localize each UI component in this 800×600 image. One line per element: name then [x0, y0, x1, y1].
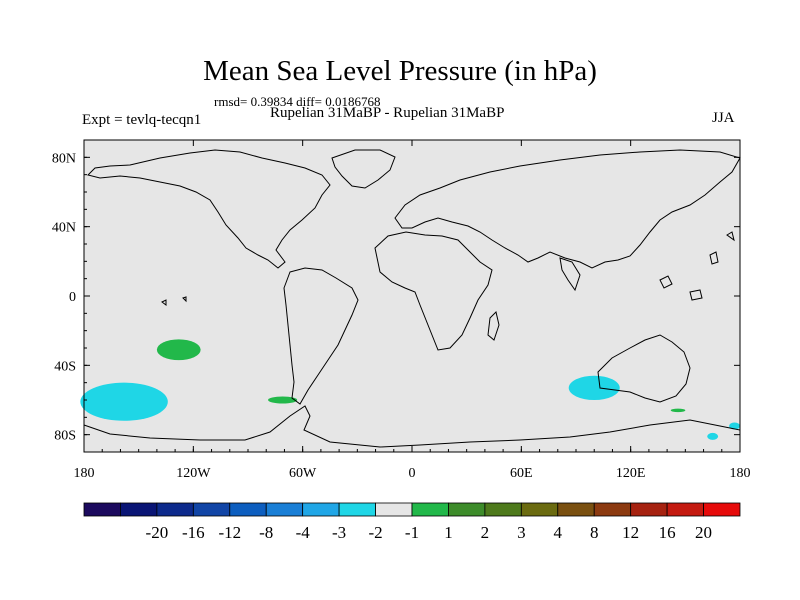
y-tick-label: 80S: [54, 429, 76, 444]
coastline-south-america: [283, 267, 359, 405]
colorbar-label: -20: [146, 523, 169, 542]
colorbar-label: -2: [368, 523, 382, 542]
coastline-africa: [374, 231, 493, 351]
colorbar-label: -4: [296, 523, 311, 542]
y-tick-label: 0: [69, 290, 76, 305]
colorbar-label: 20: [695, 523, 712, 542]
coastline-islands: [161, 231, 735, 306]
colorbar-label: -3: [332, 523, 346, 542]
colorbar-swatch-15: [593, 502, 632, 517]
experiment-label: Expt = tevlq-tecqn1: [82, 112, 202, 128]
colorbar-label: 12: [622, 523, 639, 542]
plot-background: [84, 140, 740, 452]
y-tick-label: 80N: [52, 151, 76, 166]
anomaly-region-6: [707, 432, 719, 440]
colorbar-swatch-1: [83, 502, 121, 517]
coastline-madagascar: [487, 311, 500, 341]
colorbar-swatch-17: [666, 502, 704, 517]
x-tick-label: 0: [409, 466, 416, 481]
colorbar-swatch-8: [338, 502, 376, 517]
colorbar-swatch-3: [156, 502, 194, 517]
anomaly-region-7: [729, 422, 740, 430]
anomaly-region-2: [568, 375, 620, 400]
coastline-antarctica: [83, 405, 741, 453]
coastline-india: [559, 257, 581, 292]
anomaly-region-1: [80, 382, 168, 421]
season-label: JJA: [712, 110, 735, 126]
colorbar-label: -12: [218, 523, 241, 542]
colorbar-swatch-5: [229, 502, 267, 517]
colorbar-label: 1: [444, 523, 453, 542]
anomaly-region-4: [268, 396, 298, 404]
coastline-eurasia: [394, 149, 741, 269]
colorbar-label: -8: [259, 523, 273, 542]
colorbar-label: 4: [554, 523, 563, 542]
colorbar-label: -1: [405, 523, 419, 542]
colorbar-swatch-6: [265, 502, 304, 517]
colorbar-label: -16: [182, 523, 205, 542]
coastline-australia: [597, 334, 691, 403]
chart-subtitle: Rupelian 31MaBP - Rupelian 31MaBP: [270, 105, 505, 121]
colorbar-swatch-9: [375, 502, 413, 517]
anomaly-region-5: [670, 408, 686, 413]
x-tick-label: 180: [730, 466, 751, 481]
axes: 180 120W 60W 0 60E 120E 180 80N 40N 0 40S 80S: [52, 139, 751, 481]
colorbar-swatch-14: [557, 502, 595, 517]
colorbar-swatch-12: [484, 502, 522, 517]
colorbar-label: 2: [481, 523, 490, 542]
y-tick-label: 40N: [52, 221, 76, 236]
y-tick-label: 40S: [54, 359, 76, 374]
x-tick-label: 60E: [510, 466, 533, 481]
chart-title: Mean Sea Level Pressure (in hPa): [203, 55, 597, 87]
colorbar-label: 16: [659, 523, 676, 542]
colorbar-label: 3: [517, 523, 526, 542]
colorbar-label: 8: [590, 523, 599, 542]
colorbar-swatch-16: [630, 502, 668, 517]
x-tick-label: 120E: [616, 466, 646, 481]
coastline-greenland: [331, 149, 396, 189]
stats-line: rmsd= 0.39834 diff= 0.0186768: [214, 94, 381, 109]
x-tick-label: 180: [74, 466, 95, 481]
colorbar-swatch-18: [703, 502, 741, 517]
colorbar-swatch-11: [448, 502, 486, 517]
colorbar-swatch-4: [192, 502, 231, 517]
anomaly-layer: [80, 339, 740, 440]
colorbar-swatch-10: [411, 502, 449, 517]
colorbar-swatch-7: [302, 502, 340, 517]
x-tick-label: 120W: [176, 466, 211, 481]
anomaly-region-3: [156, 339, 201, 361]
coastlines: [83, 149, 741, 453]
x-tick-label: 60W: [289, 466, 317, 481]
colorbar-swatch-2: [120, 502, 158, 517]
colorbar: -20 -16 -12 -8 -4 -3 -2 -1 1 2 3 4 8 12 16 20: [83, 502, 741, 542]
coastline-north-america: [87, 149, 331, 269]
colorbar-swatch-13: [520, 502, 559, 517]
